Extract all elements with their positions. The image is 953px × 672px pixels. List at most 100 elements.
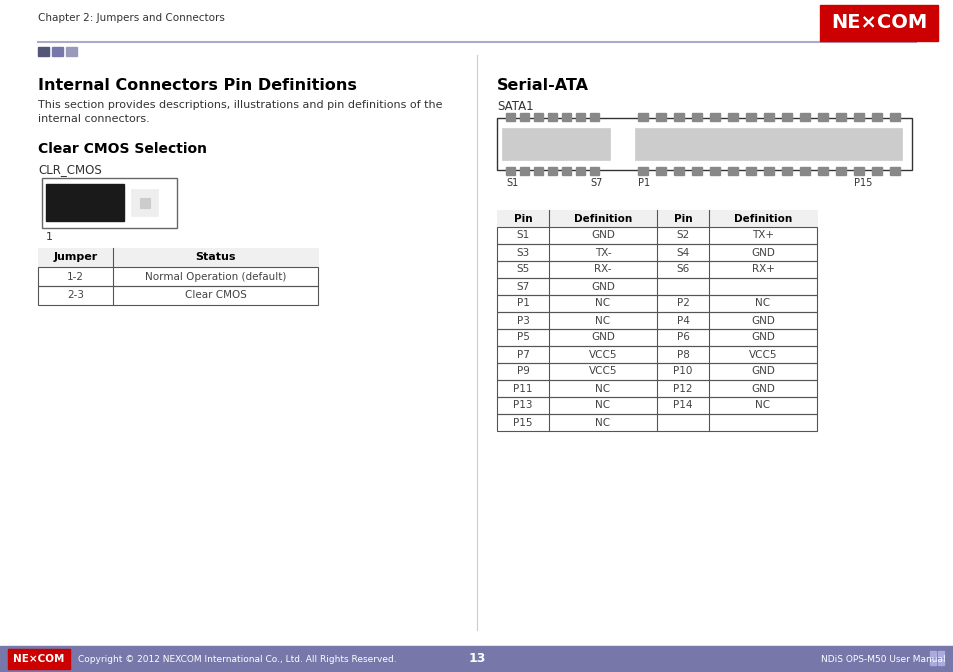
Bar <box>589 167 598 175</box>
Bar <box>929 651 935 657</box>
Bar <box>38 267 317 286</box>
Bar <box>638 113 647 121</box>
Bar <box>547 113 557 121</box>
Text: VCC5: VCC5 <box>588 366 617 376</box>
Bar <box>727 113 738 121</box>
Text: TX+: TX+ <box>751 230 773 241</box>
Bar <box>497 346 816 363</box>
Bar <box>497 295 816 312</box>
Bar <box>709 167 720 175</box>
Bar <box>589 113 598 121</box>
Text: 1-2: 1-2 <box>67 271 84 282</box>
Bar <box>501 128 609 160</box>
Text: VCC5: VCC5 <box>748 349 777 360</box>
Text: GND: GND <box>750 315 774 325</box>
Bar <box>0 646 953 672</box>
Bar <box>638 167 647 175</box>
Bar <box>835 167 845 175</box>
Bar <box>497 261 816 278</box>
Bar <box>132 190 158 216</box>
Text: S5: S5 <box>516 265 529 274</box>
Bar <box>937 651 943 657</box>
Bar <box>817 113 827 121</box>
Bar <box>800 113 809 121</box>
Bar <box>673 113 683 121</box>
Text: Jumper: Jumper <box>53 253 97 263</box>
Text: Pin: Pin <box>673 214 692 224</box>
Text: S2: S2 <box>676 230 689 241</box>
Bar <box>519 167 529 175</box>
Bar <box>929 659 935 665</box>
Bar <box>505 167 515 175</box>
Text: NC: NC <box>595 401 610 411</box>
Bar <box>497 312 816 329</box>
Bar <box>709 113 720 121</box>
Text: RX+: RX+ <box>751 265 774 274</box>
Text: Copyright © 2012 NEXCOM International Co., Ltd. All Rights Reserved.: Copyright © 2012 NEXCOM International Co… <box>78 655 396 663</box>
Bar <box>140 198 150 208</box>
Bar <box>42 178 177 228</box>
Text: RX-: RX- <box>594 265 611 274</box>
Text: GND: GND <box>591 282 615 292</box>
Bar <box>691 167 701 175</box>
Text: internal connectors.: internal connectors. <box>38 114 150 124</box>
Bar <box>853 167 863 175</box>
Bar <box>800 167 809 175</box>
Bar <box>889 167 899 175</box>
Text: S1: S1 <box>505 178 517 188</box>
Text: 1: 1 <box>46 232 53 242</box>
Text: SATA1: SATA1 <box>497 100 533 113</box>
Text: P6: P6 <box>676 333 689 343</box>
Text: P15: P15 <box>513 417 532 427</box>
Bar <box>38 286 317 305</box>
Bar <box>781 113 791 121</box>
Bar <box>889 113 899 121</box>
Text: P13: P13 <box>513 401 532 411</box>
Text: S3: S3 <box>516 247 529 257</box>
Text: P11: P11 <box>513 384 532 394</box>
Bar <box>817 167 827 175</box>
Text: 2-3: 2-3 <box>67 290 84 300</box>
Text: Serial-ATA: Serial-ATA <box>497 78 588 93</box>
Text: P1: P1 <box>516 298 529 308</box>
Text: S1: S1 <box>516 230 529 241</box>
Bar <box>497 397 816 414</box>
Text: P9: P9 <box>516 366 529 376</box>
Text: NC: NC <box>595 384 610 394</box>
Bar <box>745 167 755 175</box>
Bar <box>691 113 701 121</box>
Text: TX-: TX- <box>594 247 611 257</box>
Bar <box>561 113 571 121</box>
Text: GND: GND <box>591 333 615 343</box>
Bar <box>835 113 845 121</box>
Bar <box>635 128 901 160</box>
Text: S6: S6 <box>676 265 689 274</box>
Bar <box>505 113 515 121</box>
Bar <box>820 5 937 41</box>
Text: Pin: Pin <box>513 214 532 224</box>
Text: This section provides descriptions, illustrations and pin definitions of the: This section provides descriptions, illu… <box>38 100 442 110</box>
Text: GND: GND <box>750 366 774 376</box>
Text: Normal Operation (default): Normal Operation (default) <box>145 271 286 282</box>
Text: NE×COM: NE×COM <box>830 13 926 32</box>
Bar <box>66 47 77 56</box>
Bar <box>853 113 863 121</box>
Bar <box>497 380 816 397</box>
Text: Clear CMOS Selection: Clear CMOS Selection <box>38 142 207 156</box>
Bar <box>576 167 584 175</box>
Text: GND: GND <box>750 384 774 394</box>
Bar <box>497 210 816 227</box>
Text: CLR_CMOS: CLR_CMOS <box>38 163 102 176</box>
Bar <box>656 167 665 175</box>
Text: P2: P2 <box>676 298 689 308</box>
Text: GND: GND <box>750 333 774 343</box>
Text: GND: GND <box>750 247 774 257</box>
Bar <box>497 363 816 380</box>
Text: P3: P3 <box>516 315 529 325</box>
Text: NC: NC <box>755 401 770 411</box>
Bar <box>8 649 70 669</box>
Text: P8: P8 <box>676 349 689 360</box>
Bar <box>656 113 665 121</box>
Text: NC: NC <box>755 298 770 308</box>
Text: VCC5: VCC5 <box>588 349 617 360</box>
